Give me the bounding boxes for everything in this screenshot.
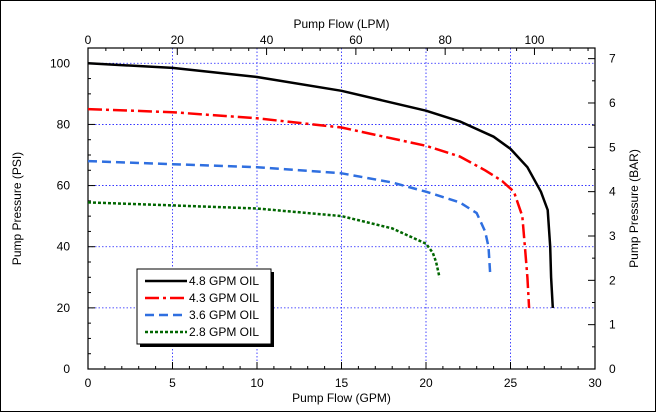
x-bottom-tick-label: 25: [504, 376, 518, 390]
legend-label: 4.3 GPM OIL: [189, 291, 259, 305]
series-line-2: [87, 107, 531, 308]
y-right-tick-label: 6: [609, 96, 616, 110]
y-axis-title-left: Pump Pressure (PSI): [10, 152, 24, 265]
legend-label: 3.6 GPM OIL: [189, 308, 259, 322]
x-axis-title-bottom: Pump Flow (GPM): [292, 391, 391, 405]
legend-label: 2.8 GPM OIL: [189, 325, 259, 339]
x-bottom-tick-label: 5: [169, 376, 176, 390]
y-axis-title-right: Pump Pressure (BAR): [627, 149, 641, 268]
y-right-tick-label: 1: [609, 318, 616, 332]
y-left-tick-label: 60: [57, 179, 71, 193]
x-top-tick-label: 100: [524, 33, 544, 47]
x-top-tick-label: 80: [438, 33, 452, 47]
y-right-tick-label: 0: [609, 362, 616, 376]
x-bottom-tick-label: 20: [419, 376, 433, 390]
legend-label: 4.8 GPM OIL: [189, 274, 259, 288]
series-line-3: [87, 159, 492, 275]
y-left-tick-label: 80: [57, 117, 71, 131]
x-axis-title-top: Pump Flow (LPM): [293, 17, 389, 31]
y-left-tick-label: 20: [57, 301, 71, 315]
x-top-tick-label: 60: [349, 33, 363, 47]
x-bottom-tick-label: 10: [250, 376, 264, 390]
y-right-tick-label: 2: [609, 273, 616, 287]
x-top-tick-label: 40: [260, 33, 274, 47]
series-line-1: [87, 62, 555, 308]
y-right-tick-label: 7: [609, 52, 616, 66]
plot-frame: [87, 47, 596, 370]
series-line-4: [87, 201, 441, 278]
y-right-tick-label: 5: [609, 140, 616, 154]
x-top-tick-label: 20: [171, 33, 185, 47]
y-right-tick-label: 4: [609, 185, 616, 199]
y-left-tick-label: 0: [63, 362, 70, 376]
x-bottom-tick-label: 15: [335, 376, 349, 390]
y-right-tick-label: 3: [609, 229, 616, 243]
y-left-tick-label: 40: [57, 240, 71, 254]
x-top-tick-label: 0: [85, 33, 92, 47]
y-left-tick-label: 100: [50, 56, 70, 70]
x-bottom-tick-label: 0: [85, 376, 92, 390]
x-bottom-tick-label: 30: [588, 376, 602, 390]
